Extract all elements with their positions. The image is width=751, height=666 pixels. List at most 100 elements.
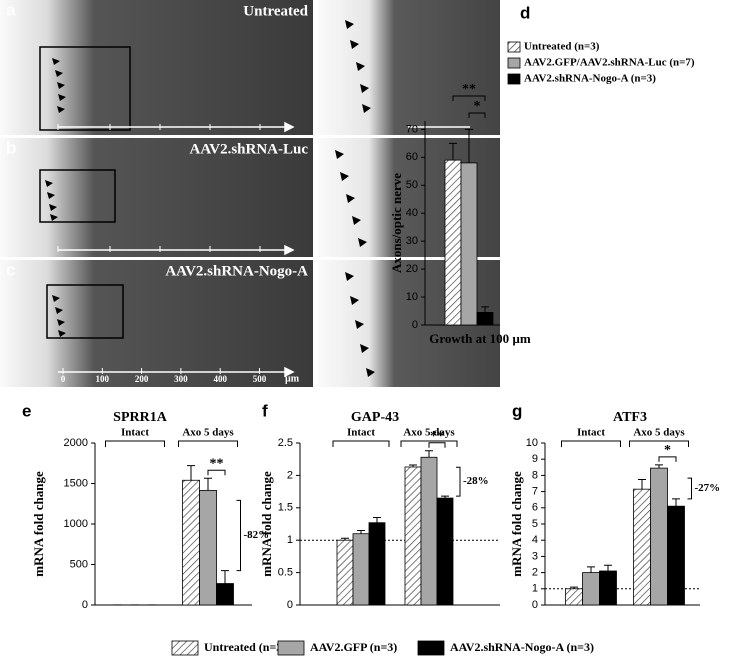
error-bar: [481, 306, 489, 313]
bar: [599, 570, 617, 606]
group-bracket: [561, 440, 621, 447]
group-label: Axo 5 days: [403, 427, 455, 439]
group-label: Intact: [577, 427, 605, 439]
panel-label: f: [262, 401, 268, 420]
inset-box: [39, 169, 116, 223]
y-tick-label: 1: [287, 534, 293, 546]
y-axis-label: Axons/optic nerve: [389, 173, 404, 273]
scale-tick-label: 0: [61, 374, 66, 384]
y-tick-label: 1: [532, 583, 538, 595]
y-tick-label: 9: [532, 453, 538, 465]
bar: [420, 456, 438, 606]
inset-box: [39, 46, 131, 131]
micrograph: [0, 0, 313, 135]
y-tick-label: 1000: [64, 518, 88, 530]
percent-change: -82%: [244, 529, 270, 541]
bar: [476, 312, 494, 326]
change-bracket: [687, 477, 692, 500]
legend-label: AAV2.shRNA-Nogo-A (n=3): [524, 73, 656, 85]
legend-swatch: [277, 640, 305, 656]
y-tick-label: 4: [532, 534, 538, 546]
group-bracket: [178, 440, 238, 447]
y-tick-label: 0: [532, 599, 538, 611]
y-tick-label: 30: [406, 235, 418, 247]
significance: *: [664, 443, 671, 458]
group-bracket: [629, 440, 689, 447]
significance-bracket: [428, 442, 446, 448]
x-axis-label: Growth at 100 µm: [429, 331, 531, 346]
significance-bracket: [468, 112, 486, 118]
bar: [444, 159, 462, 326]
y-tick-label: 500: [70, 558, 88, 570]
error-bar: [187, 465, 195, 481]
percent-change: -27%: [695, 482, 721, 494]
y-tick-label: 50: [406, 179, 418, 191]
error-bar: [373, 517, 381, 523]
percent-change: -28%: [463, 475, 489, 487]
group-label: Axo 5 days: [182, 427, 234, 439]
panel-label: a: [6, 0, 16, 19]
significance-bracket: [658, 456, 677, 462]
y-tick-label: 2: [287, 469, 293, 481]
micrograph: [0, 138, 313, 257]
y-tick-label: 7: [532, 486, 538, 498]
bar: [667, 505, 685, 606]
bar: [650, 467, 668, 606]
panel-label: g: [512, 401, 522, 420]
significance: **: [462, 82, 476, 97]
image-title: AAV2.shRNA-Luc: [190, 141, 309, 157]
y-tick-label: 8: [532, 469, 538, 481]
error-bar: [441, 495, 449, 499]
micrograph: [0, 260, 313, 387]
group-bracket: [105, 440, 165, 447]
y-tick-label: 60: [406, 151, 418, 163]
error-bar: [672, 498, 680, 507]
error-bar: [221, 570, 229, 584]
significance: **: [430, 429, 444, 444]
y-tick-label: 0.5: [278, 567, 293, 579]
y-axis-label: mRNA fold change: [509, 471, 524, 577]
legend-label: Untreated (n=3): [524, 41, 600, 53]
y-tick-label: 2: [532, 567, 538, 579]
significance: *: [474, 99, 481, 114]
bar: [582, 572, 600, 606]
image-title: AAV2.shRNA-Nogo-A: [165, 263, 308, 279]
group-label: Intact: [121, 427, 149, 439]
scale-tick-label: 300: [174, 374, 188, 384]
significance: **: [210, 456, 224, 471]
scale-arrows: [58, 121, 470, 378]
error-bar: [357, 529, 365, 534]
legend-label: AAV2.GFP/AAV2.shRNA-Luc (n=7): [524, 57, 695, 69]
error-bar: [638, 478, 646, 490]
y-tick-label: 10: [526, 437, 538, 449]
y-tick-label: 70: [406, 123, 418, 135]
error-bar: [604, 564, 612, 571]
group-bracket: [332, 440, 390, 447]
change-bracket: [236, 499, 241, 572]
bar: [633, 488, 651, 606]
y-tick-label: 5: [532, 518, 538, 530]
bar: [182, 479, 200, 606]
bar: [336, 539, 354, 606]
y-tick-label: 0: [82, 599, 88, 611]
legend-swatch: [507, 41, 521, 53]
bar: [436, 497, 454, 606]
scale-tick-label: 500: [253, 374, 267, 384]
y-tick-label: 3: [532, 550, 538, 562]
y-tick-label: 1.5: [278, 502, 293, 514]
error-bar: [204, 477, 212, 491]
arrowheads: [45, 20, 375, 377]
scale-tick-label: 100: [96, 374, 110, 384]
error-bar: [409, 464, 417, 467]
bar: [368, 522, 386, 606]
legend-label: AAV2.GFP (n=3): [310, 640, 397, 654]
panel-label: d: [520, 3, 530, 22]
scale-tick-label: 200: [135, 374, 149, 384]
legend-swatch: [507, 73, 521, 85]
chart-title: SPRR1A: [113, 410, 168, 425]
chart-title: GAP-43: [351, 410, 399, 425]
error-bar: [425, 450, 433, 458]
bar: [199, 489, 217, 606]
error-bar: [465, 128, 473, 163]
